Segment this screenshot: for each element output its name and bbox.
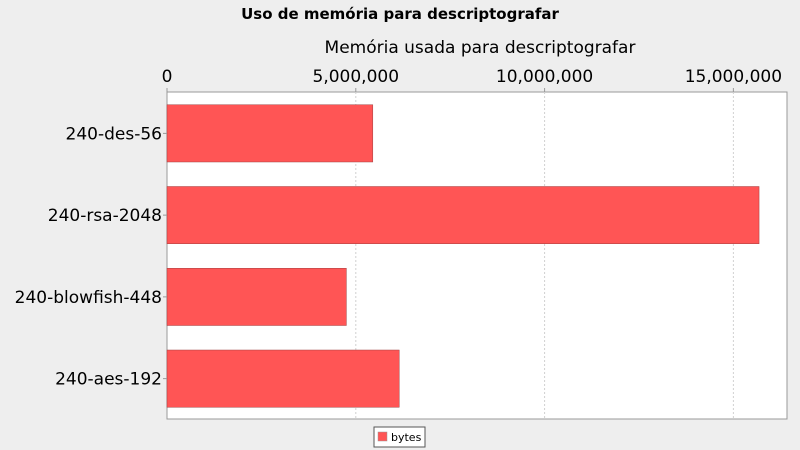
x-tick-label: 0: [162, 67, 173, 87]
legend-label: bytes: [391, 431, 422, 444]
x-axis-ticks: 0 5,000,000 10,000,000 15,000,000: [162, 67, 782, 92]
category-labels: 240-des-56 240-rsa-2048 240-blowfish-448 24…: [15, 124, 167, 390]
bar: [166, 104, 374, 163]
legend: bytes: [373, 426, 426, 448]
x-axis-label: Memória usada para descriptografar: [325, 38, 636, 58]
category-label: 240-aes-192: [55, 370, 162, 390]
legend-swatch: [377, 431, 388, 442]
category-label: 240-blowfish-448: [15, 288, 162, 308]
chart-title: Uso de memória para descriptografar: [241, 5, 559, 23]
bar: [166, 186, 760, 244]
x-tick-label: 15,000,000: [685, 67, 782, 87]
category-label: 240-des-56: [66, 124, 162, 144]
bar: [166, 268, 347, 326]
category-label: 240-rsa-2048: [48, 206, 162, 226]
x-tick-label: 5,000,000: [313, 67, 400, 87]
bars: [166, 104, 760, 408]
x-tick-label: 10,000,000: [496, 67, 593, 87]
bar: [166, 349, 400, 408]
